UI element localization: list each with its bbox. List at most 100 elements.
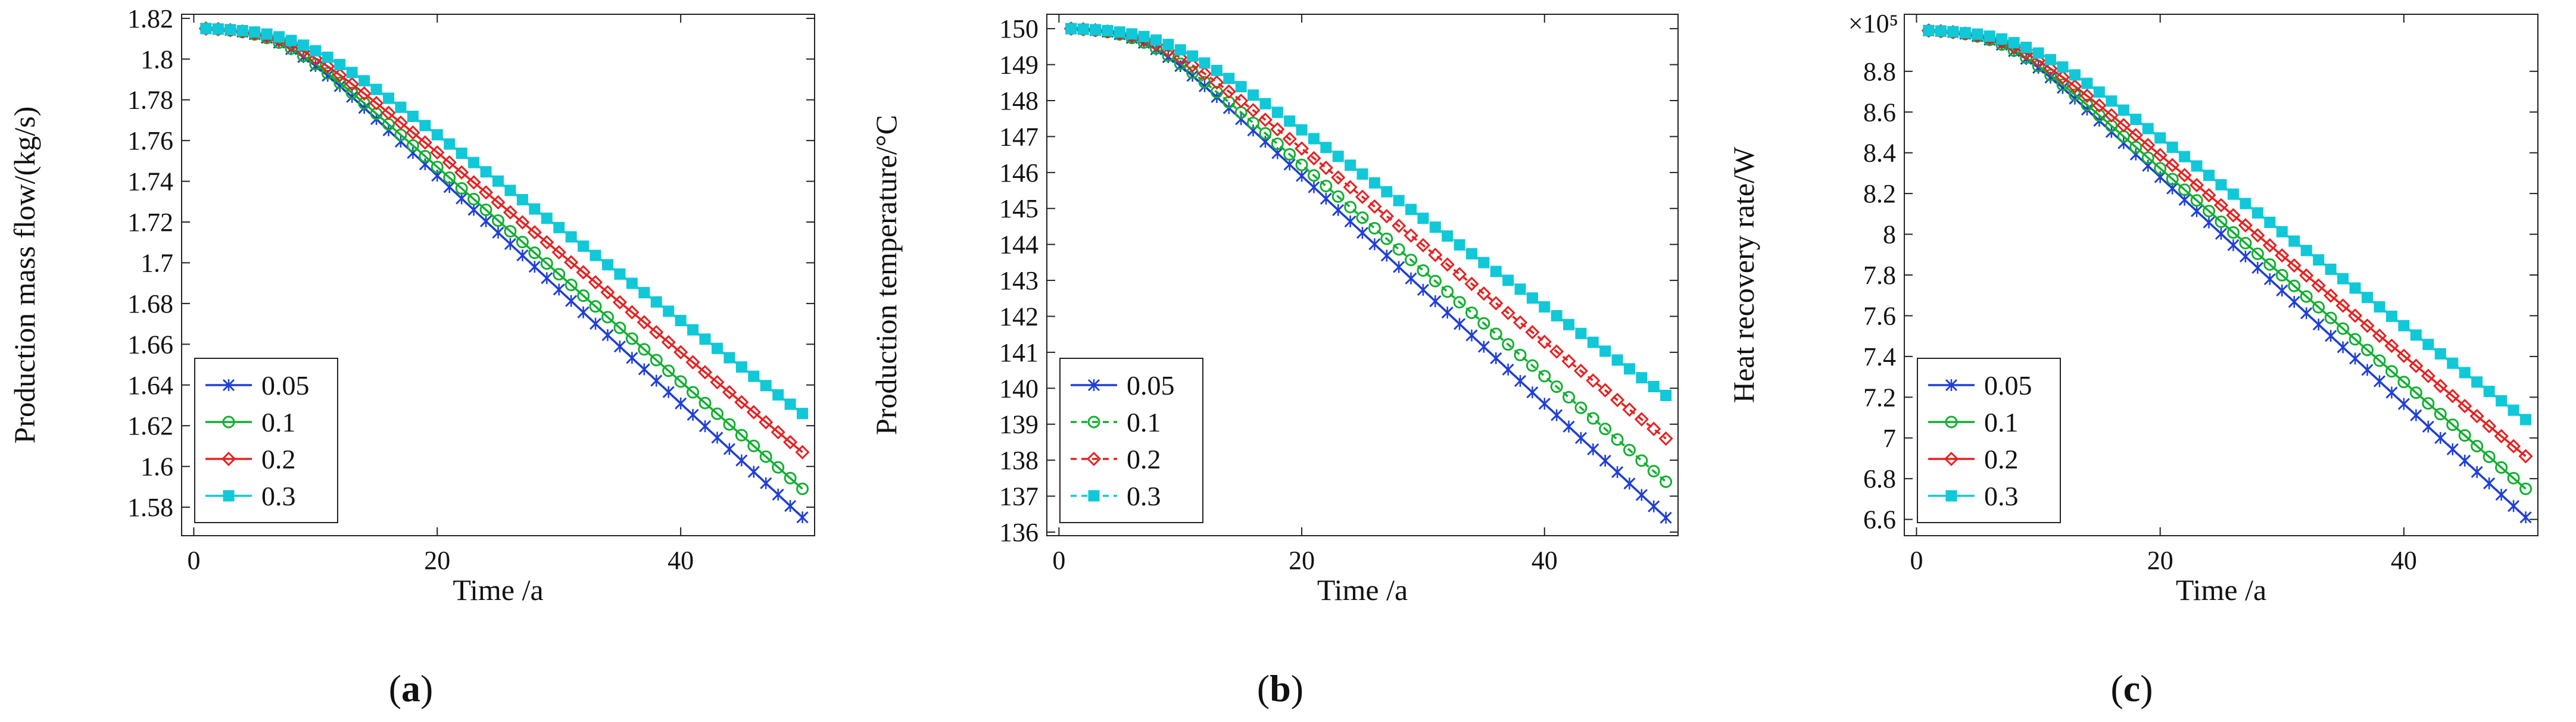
data-point — [1647, 465, 1660, 478]
data-point — [516, 236, 529, 249]
data-point — [578, 240, 590, 252]
caption-open: ( — [1257, 667, 1270, 710]
series-0.05 — [199, 22, 809, 524]
legend-label-0.2: 0.2 — [1127, 444, 1161, 474]
data-point — [2154, 132, 2166, 144]
data-point — [1283, 148, 1296, 161]
data-point — [2469, 408, 2484, 424]
data-point — [431, 129, 443, 140]
data-point — [406, 125, 420, 140]
data-point — [322, 51, 333, 63]
data-point — [2471, 376, 2483, 388]
data-point — [2434, 432, 2447, 444]
x-tick-label: 0 — [1910, 546, 1923, 575]
y-tick-label: 149 — [999, 51, 1038, 80]
data-point — [2178, 183, 2191, 196]
data-point — [516, 193, 528, 205]
data-point — [1368, 177, 1380, 189]
data-point — [723, 443, 735, 455]
data-point — [2251, 207, 2263, 219]
data-point — [273, 31, 285, 43]
y-tick-label: 1.68 — [127, 289, 173, 318]
data-point — [1599, 345, 1611, 357]
data-point — [2445, 389, 2460, 404]
data-point — [2008, 37, 2020, 49]
series-line-0.2 — [1928, 29, 2527, 457]
data-point — [2458, 399, 2472, 414]
data-point — [2153, 148, 2168, 162]
data-point — [2374, 301, 2385, 313]
caption-close: ) — [1291, 667, 1303, 710]
data-point — [1563, 420, 1575, 433]
data-point — [2251, 261, 2264, 274]
data-point — [1947, 26, 1959, 37]
data-point — [1393, 195, 1405, 207]
y-tick-label: 1.76 — [127, 126, 173, 155]
x-tick-label: 0 — [187, 546, 200, 575]
data-point — [2177, 168, 2192, 183]
data-point — [1477, 317, 1490, 330]
data-point — [1417, 212, 1429, 224]
panel-caption: (c) — [2110, 667, 2153, 710]
y-tick-label: 141 — [999, 338, 1038, 367]
data-point — [650, 354, 663, 367]
legend-label-0.05: 0.05 — [261, 370, 310, 401]
data-point — [1320, 142, 1332, 154]
y-tick-label: 147 — [999, 122, 1038, 151]
data-point — [1539, 301, 1551, 313]
y-tick-label: 148 — [999, 86, 1038, 115]
data-point — [1405, 204, 1417, 215]
data-point — [358, 75, 370, 87]
legend-marker-0.3 — [223, 490, 235, 502]
x-axis-label: Time /a — [2176, 573, 2266, 607]
data-point — [1635, 489, 1648, 501]
data-point — [1428, 248, 1443, 262]
data-point — [357, 86, 372, 101]
data-point — [2055, 70, 2070, 85]
data-point — [2226, 208, 2241, 223]
data-point — [1174, 57, 1187, 70]
data-point — [1379, 209, 1394, 224]
data-point — [2300, 307, 2313, 320]
data-point — [504, 237, 517, 251]
data-point — [2190, 194, 2203, 207]
y-tick-label: 6.6 — [1863, 505, 1896, 535]
data-point — [1344, 215, 1356, 228]
data-point — [747, 439, 760, 452]
data-point — [1489, 296, 1504, 311]
data-point — [2494, 429, 2509, 443]
data-point — [1284, 115, 1296, 127]
data-point — [529, 203, 541, 215]
data-point — [2287, 258, 2301, 273]
data-point — [1308, 181, 1320, 193]
data-point — [2398, 320, 2410, 332]
data-point — [1332, 204, 1345, 216]
data-point — [2312, 301, 2325, 314]
data-point — [2471, 465, 2483, 479]
y-tick-label: 7.8 — [1863, 261, 1896, 290]
chart-panel-3: 6.6 6.8 7 7.2 7.4 7.6 7.8 8 8.2 8.4 8.6 8.8 0 20 40 Tim… — [1727, 9, 2538, 710]
y-tick-label: 1.6 — [141, 452, 173, 482]
data-point — [1972, 28, 1984, 40]
data-point — [2032, 47, 2044, 59]
data-point — [1259, 98, 1271, 110]
y-tick-label: 138 — [999, 446, 1038, 475]
data-point — [697, 365, 713, 380]
data-point — [710, 407, 723, 420]
data-point — [1502, 338, 1515, 351]
panel-caption: (a) — [389, 667, 434, 710]
data-point — [516, 249, 529, 262]
data-point — [2397, 398, 2410, 410]
data-point — [1186, 66, 1199, 79]
data-point — [1599, 423, 1612, 436]
data-point — [2410, 409, 2422, 421]
caption-close: ) — [2140, 667, 2153, 710]
data-point — [2141, 137, 2156, 152]
data-point — [2299, 268, 2314, 283]
data-point — [528, 246, 541, 260]
y-exponent-label: ×10⁵ — [1848, 9, 1898, 38]
data-point — [2020, 42, 2032, 54]
data-point — [1623, 477, 1636, 490]
data-point — [797, 408, 809, 420]
data-point — [2251, 247, 2264, 260]
